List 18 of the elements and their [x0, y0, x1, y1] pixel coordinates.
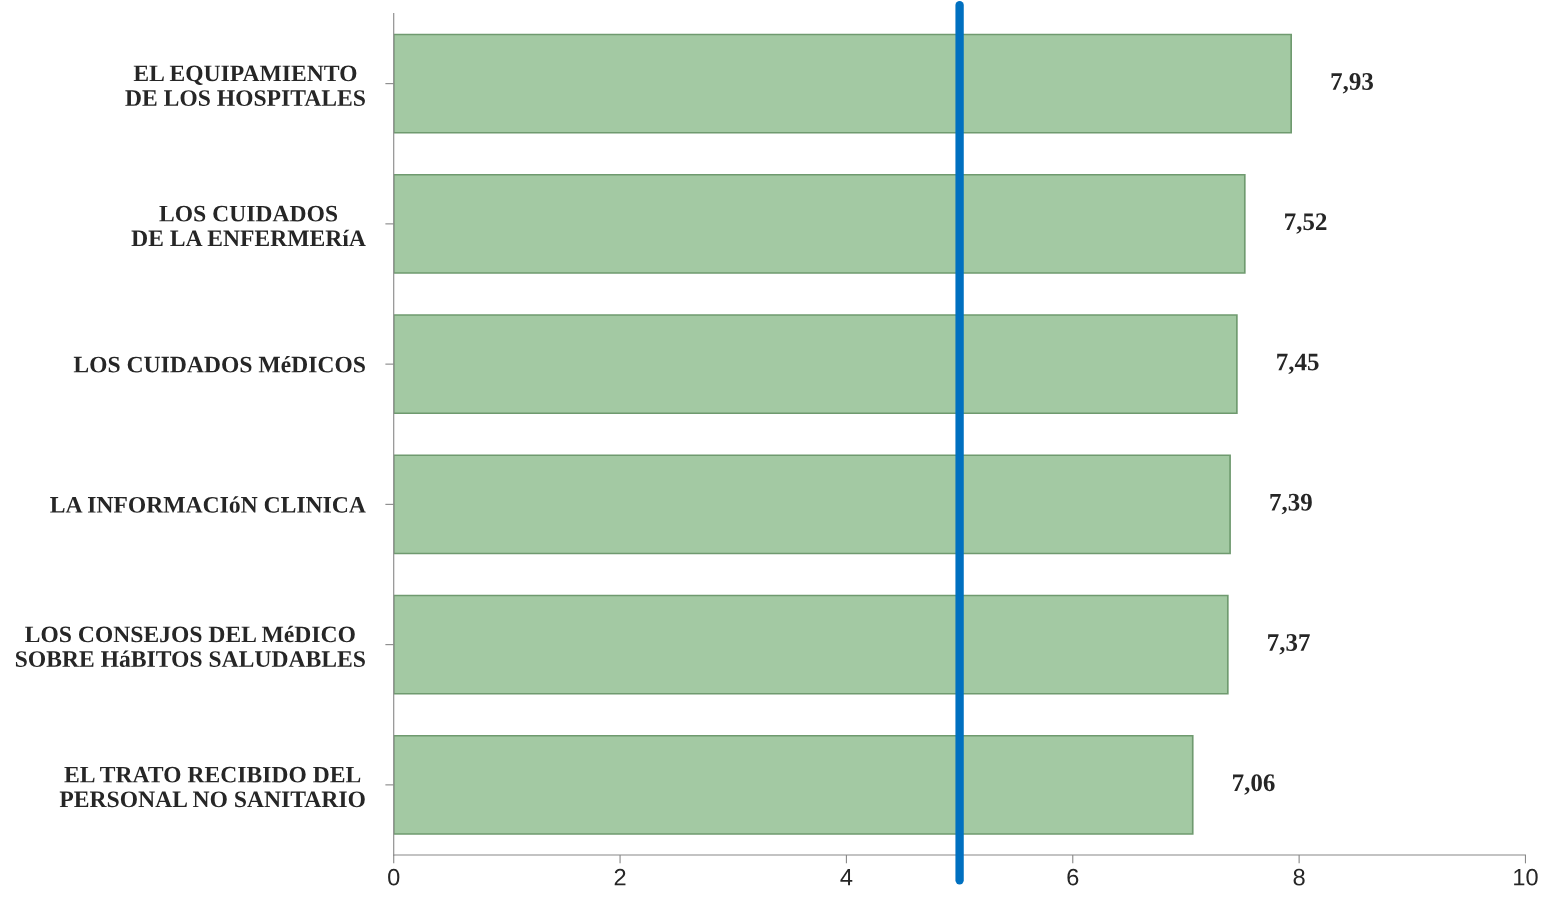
data-label: 7,06: [1233, 774, 1275, 795]
y-tick-label: LOS CUIDADOS DE LA ENFERMERíA: [131, 205, 366, 247]
data-label: 7,45: [1277, 353, 1319, 375]
x-tick-label: 10: [1514, 868, 1538, 886]
y-tick-label: EL EQUIPAMIENTO DE LOS HOSPITALES: [125, 65, 365, 107]
x-tick-label: 6: [1067, 868, 1079, 886]
data-label: 7,37: [1268, 634, 1310, 655]
y-tick-label: EL TRATO RECIBIDO DEL PERSONAL NO SANITARIO: [59, 766, 365, 808]
data-label: 7,52: [1285, 213, 1327, 234]
data-label: 7,39: [1270, 493, 1312, 515]
y-tick-label: LOS CUIDADOS MéDICOS: [73, 355, 365, 373]
y-tick-label: LA INFORMACIóN CLINICA: [50, 496, 366, 513]
x-tick-label: 0: [388, 868, 400, 886]
x-tick-label: 2: [614, 868, 626, 886]
x-tick-label: 4: [840, 869, 853, 886]
y-tick-label: LOS CONSEJOS DEL MéDICO SOBRE HáBITOS SALUDABLES: [15, 625, 365, 668]
x-tick-label: 8: [1293, 868, 1305, 886]
data-label: 7,93: [1331, 73, 1373, 94]
